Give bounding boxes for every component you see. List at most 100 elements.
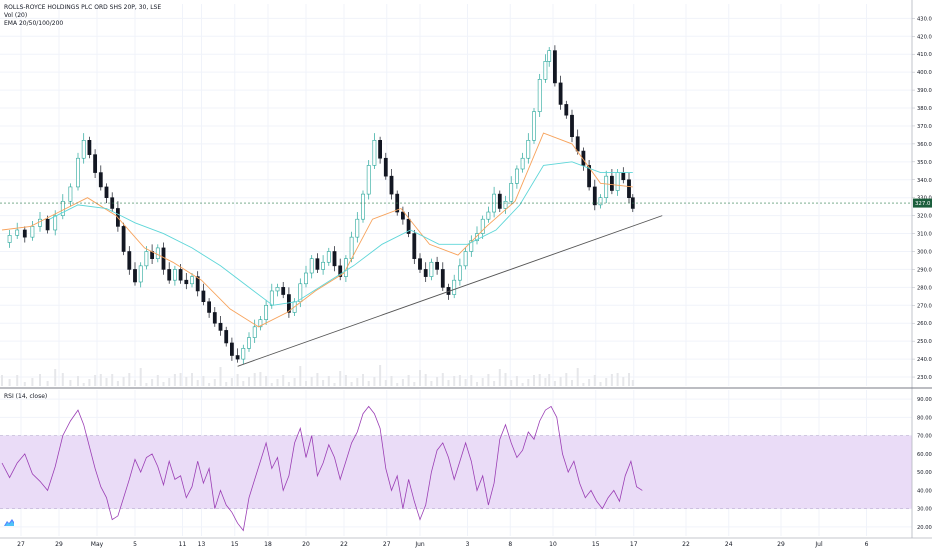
y-tick-label: 300.0: [917, 249, 932, 255]
rsi-y-tick-label: 50.00: [917, 470, 932, 476]
y-tick-label: 270.0: [917, 303, 932, 309]
candle-body: [587, 165, 592, 188]
candle-body: [552, 50, 557, 84]
rsi-legend[interactable]: RSI (14, close): [4, 393, 48, 400]
candle-body: [167, 269, 172, 281]
y-tick-label: 280.0: [917, 285, 932, 291]
volume-bar: [413, 382, 416, 386]
volume-bar: [287, 382, 290, 386]
volume-bar: [538, 374, 541, 386]
candle-body: [230, 342, 234, 356]
candle-body: [469, 240, 474, 252]
volume-legend[interactable]: Vol (20): [4, 12, 28, 19]
volume-bar: [270, 383, 273, 386]
volume-bar: [521, 383, 524, 386]
volume-bar: [8, 379, 11, 386]
volume-bar: [593, 375, 596, 386]
candle-body: [144, 251, 149, 267]
candle-body: [389, 175, 394, 195]
x-tick-label: Jul: [814, 541, 823, 548]
volume-bar: [447, 380, 450, 386]
volume-bar: [208, 383, 211, 386]
candle-body: [355, 218, 360, 238]
x-tick-label: 24: [725, 541, 733, 548]
last-price-tag: [913, 198, 932, 208]
x-tick-label: 13: [198, 541, 206, 548]
volume-bar: [31, 378, 34, 386]
candle-body: [218, 322, 223, 331]
candle-body: [486, 211, 491, 220]
volume-bar: [196, 380, 199, 386]
symbol-legend[interactable]: ROLLS-ROYCE HOLDINGS PLC ORD SHS 20P, 30…: [4, 4, 162, 11]
x-tick-label: 10: [549, 541, 557, 548]
x-tick-label: 3: [466, 541, 470, 548]
candle-body: [252, 326, 257, 338]
x-tick-label: 17: [630, 541, 638, 548]
volume-bar: [599, 382, 602, 386]
volume-bar: [139, 368, 142, 386]
candle-body: [435, 261, 440, 270]
x-tick-label: 18: [264, 541, 272, 548]
x-tick-label: 11: [179, 541, 187, 548]
volume-bar: [1, 375, 3, 386]
volume-bar: [616, 373, 619, 386]
candle-body: [615, 172, 620, 191]
candle-body: [201, 290, 206, 303]
volume-bar: [548, 374, 551, 386]
volume-bar: [481, 378, 484, 386]
volume-bar: [559, 377, 562, 386]
candle-body: [452, 279, 457, 295]
volume-bar: [493, 381, 496, 386]
candle-body: [207, 301, 212, 313]
volume-bar: [322, 380, 325, 386]
volume-bar: [498, 369, 501, 386]
volume-bar: [265, 376, 268, 386]
rsi-y-tick-label: 80.00: [917, 415, 932, 421]
volume-bar: [344, 375, 347, 386]
candle-body: [212, 312, 217, 324]
volume-bar: [430, 381, 433, 386]
volume-bar: [168, 378, 171, 386]
volume-bar: [213, 379, 216, 386]
volume-bar: [293, 378, 296, 386]
candle-body: [30, 226, 35, 238]
volume-bar: [54, 369, 57, 386]
ema-legend[interactable]: EMA 20/50/100/200: [4, 20, 64, 27]
candle-body: [326, 251, 331, 263]
candle-body: [349, 236, 354, 259]
volume-bar: [419, 370, 421, 386]
y-tick-label: 260.0: [917, 321, 932, 327]
volume-bar: [236, 374, 239, 386]
candle-body: [520, 157, 525, 170]
candle-body: [68, 186, 73, 202]
volume-bar: [350, 382, 353, 386]
y-tick-label: 420.0: [917, 34, 932, 40]
volume-bar: [276, 379, 279, 386]
volume-bar: [384, 380, 387, 386]
candle-body: [480, 218, 485, 234]
candle-body: [463, 251, 468, 267]
volume-bar: [105, 378, 108, 386]
volume-bar: [61, 373, 64, 386]
volume-bar: [316, 373, 319, 386]
candle-body: [190, 276, 194, 285]
volume-bar: [533, 375, 535, 386]
tradingview-logo-icon[interactable]: [4, 519, 14, 526]
rsi-y-tick-label: 90.00: [917, 397, 932, 403]
x-tick-label: May: [91, 541, 104, 548]
candle-body: [76, 157, 80, 188]
volume-bar: [145, 383, 148, 386]
candle-body: [497, 193, 502, 209]
volume-bar: [390, 376, 393, 386]
rsi-y-tick-label: 30.00: [917, 507, 932, 513]
volume-bar: [453, 376, 456, 386]
volume-bar: [339, 371, 342, 386]
volume-bar: [582, 383, 585, 386]
volume-bar: [631, 380, 634, 386]
volume-bar: [356, 378, 359, 386]
volume-bar: [367, 381, 370, 386]
y-tick-label: 310.0: [917, 232, 932, 238]
volume-bar: [424, 374, 427, 386]
volume-bar: [553, 381, 556, 386]
